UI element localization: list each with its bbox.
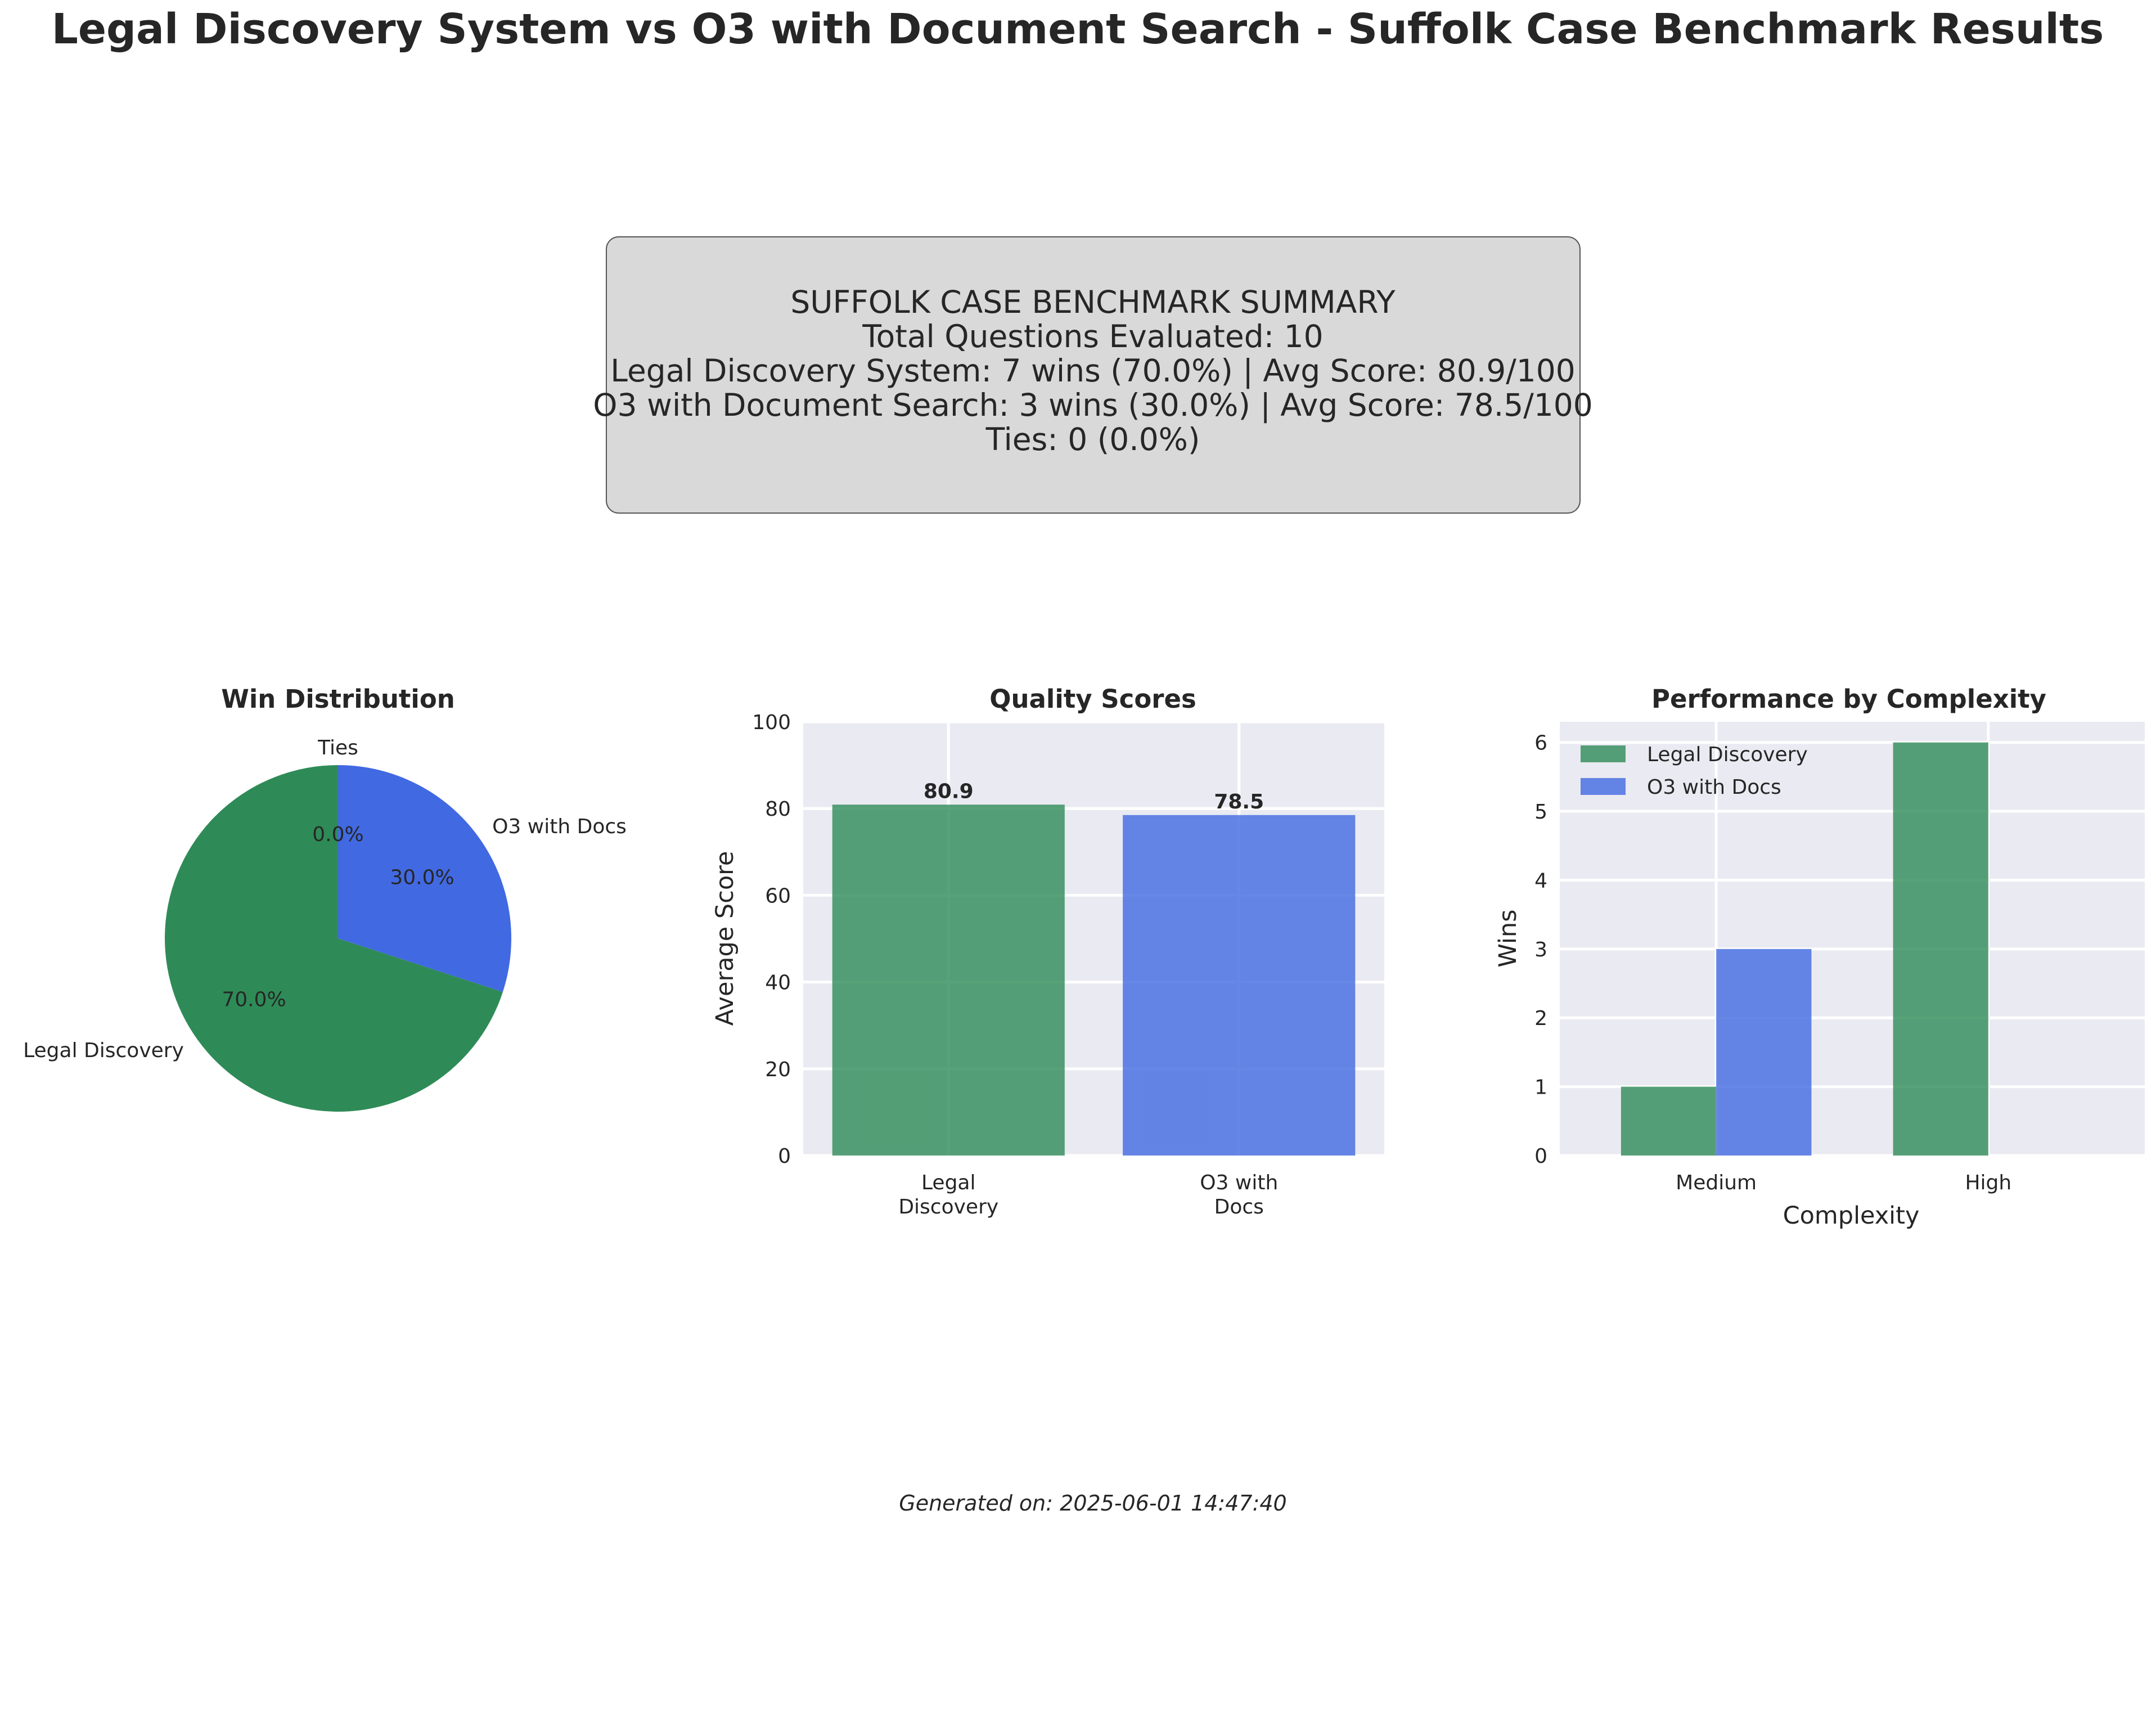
- complexity-title: Performance by Complexity: [1651, 684, 2046, 714]
- complexity-ytick-label: 4: [1534, 869, 1547, 892]
- quality-ytick-label: 40: [765, 972, 791, 995]
- quality-bar: [1123, 815, 1356, 1156]
- pie-title: Win Distribution: [221, 684, 455, 714]
- quality-bar-value: 80.9: [924, 780, 974, 803]
- pie-slice-o3-with-docs: [338, 765, 512, 992]
- pie-label-o3-with-docs: O3 with Docs: [492, 815, 627, 838]
- generated-timestamp: Generated on: 2025-06-01 14:47:40: [899, 1491, 1286, 1516]
- complexity-bar-legal: [1621, 1086, 1717, 1156]
- pie-slice-legal-discovery: [165, 765, 503, 1112]
- complexity-xtick-label: Medium: [1676, 1171, 1757, 1194]
- summary-line-legal: Legal Discovery System: 7 wins (70.0%) |…: [610, 353, 1575, 389]
- complexity-plot-area: [1560, 722, 2145, 1156]
- pie-pct-legal-discovery: 70.0%: [222, 988, 286, 1012]
- complexity-ytick-label: 5: [1534, 801, 1547, 824]
- pie-pct-o3-with-docs: 30.0%: [390, 866, 454, 889]
- quality-xtick-label: Legal Discovery: [898, 1171, 998, 1219]
- quality-ytick-label: 0: [778, 1145, 791, 1168]
- complexity-xtick-label: High: [1965, 1171, 2011, 1194]
- legend-swatch: [1581, 778, 1626, 795]
- quality-bar: [832, 804, 1065, 1156]
- complexity-ylabel: Wins: [1494, 909, 1522, 967]
- quality-scores-title: Quality Scores: [989, 684, 1196, 714]
- quality-bar-value: 78.5: [1214, 790, 1264, 813]
- legend-label: Legal Discovery: [1647, 743, 1808, 766]
- quality-scores-ylabel: Average Score: [711, 851, 739, 1026]
- complexity-xlabel: Complexity: [1783, 1202, 1920, 1230]
- legend-swatch: [1581, 745, 1626, 762]
- summary-line-ties: Ties: 0 (0.0%): [985, 421, 1200, 457]
- complexity-ytick-label: 6: [1534, 732, 1547, 755]
- figure-title: Legal Discovery System vs O3 with Docume…: [52, 5, 2104, 53]
- legend-label: O3 with Docs: [1647, 776, 1781, 799]
- quality-xtick-label: O3 with Docs: [1200, 1171, 1278, 1219]
- quality-ytick-label: 100: [752, 711, 791, 734]
- summary-line-total: Total Questions Evaluated: 10: [862, 318, 1323, 354]
- summary-line-o3: O3 with Document Search: 3 wins (30.0%) …: [593, 387, 1593, 424]
- complexity-chart: Performance by Complexity 0 1 2 3 4 5 6 Medium H…: [1494, 684, 2145, 1230]
- complexity-ytick-label: 0: [1534, 1145, 1547, 1168]
- complexity-bar-legal: [1893, 742, 1988, 1156]
- pie-pct-ties: 0.0%: [312, 823, 363, 846]
- quality-scores-chart: Quality Scores 80.9 78.5 0 20 40 60 80 100 Lega…: [711, 684, 1384, 1219]
- pie-label-ties: Ties: [317, 736, 358, 759]
- quality-ytick-label: 80: [765, 798, 791, 821]
- summary-box: SUFFOLK CASE BENCHMARK SUMMARY Total Que…: [593, 236, 1593, 514]
- complexity-ytick-label: 3: [1534, 938, 1547, 961]
- win-distribution-chart: Win Distribution Legal Discovery 70.0% O3 …: [23, 684, 627, 1112]
- quality-ytick-label: 20: [765, 1058, 791, 1081]
- pie-label-legal-discovery: Legal Discovery: [23, 1039, 184, 1062]
- complexity-ytick-label: 1: [1534, 1076, 1547, 1099]
- quality-ytick-label: 60: [765, 884, 791, 907]
- complexity-ytick-label: 2: [1534, 1007, 1547, 1030]
- summary-line-title: SUFFOLK CASE BENCHMARK SUMMARY: [790, 284, 1396, 320]
- complexity-legend: Legal Discovery O3 with Docs: [1581, 743, 1808, 799]
- complexity-bar-o3: [1716, 949, 1812, 1156]
